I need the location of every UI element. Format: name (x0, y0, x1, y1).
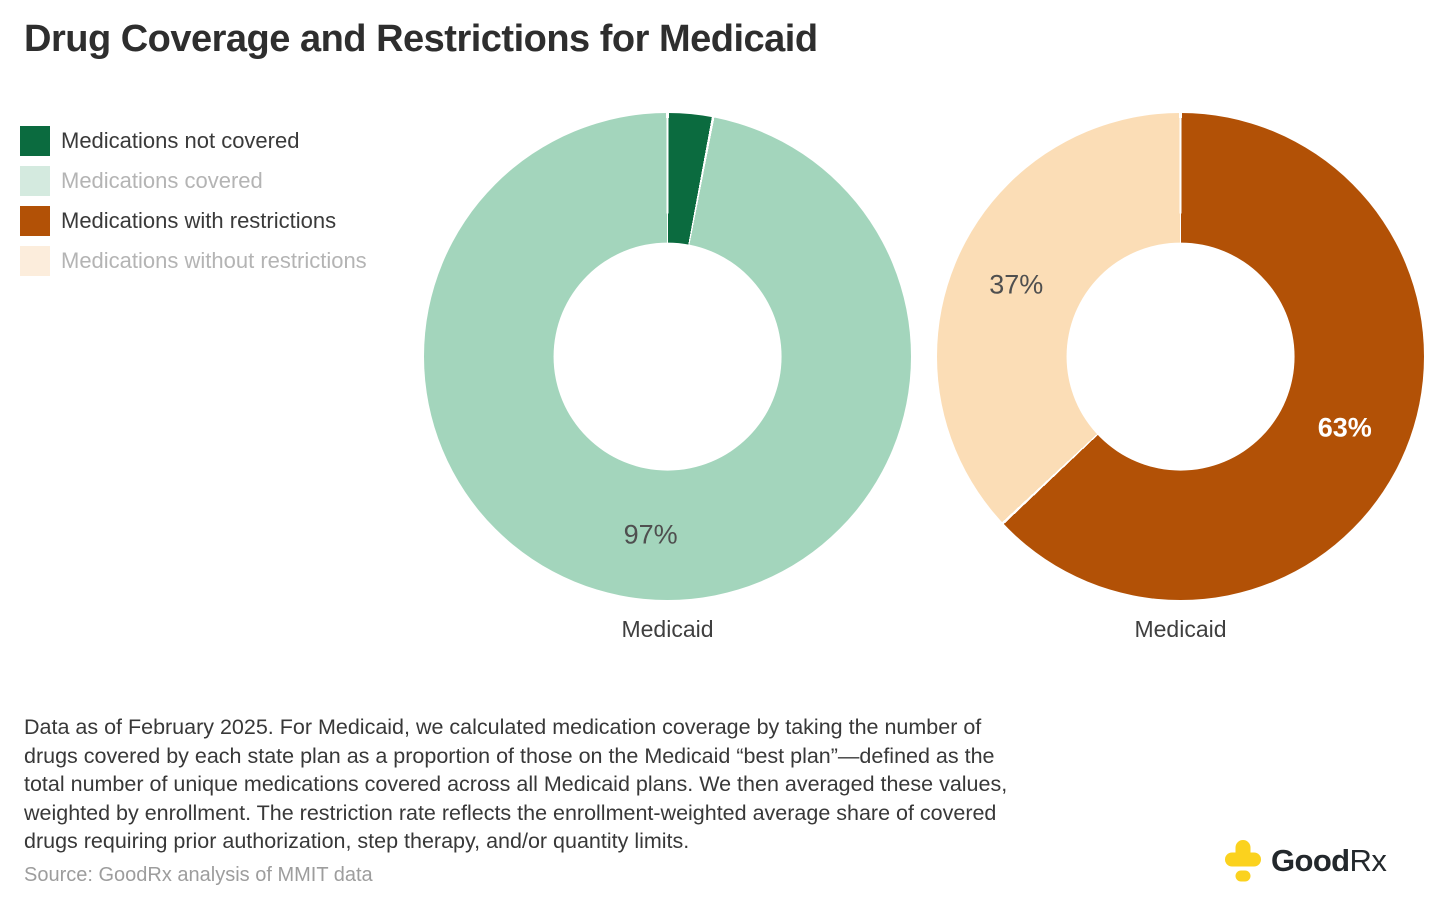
footnote-line: total number of unique medications cover… (24, 772, 1008, 796)
slice-percent-label: 97% (623, 519, 678, 550)
legend-item: Medications covered (20, 166, 367, 196)
goodrx-cross-icon (1225, 840, 1261, 882)
donut-chart-coverage: 97% (424, 113, 911, 600)
donut-hole (1066, 242, 1295, 471)
legend-swatch (20, 126, 50, 156)
chart-title: Drug Coverage and Restrictions for Medic… (24, 18, 818, 60)
legend-item: Medications not covered (20, 126, 367, 156)
legend-item: Medications without restrictions (20, 246, 367, 276)
footnote-line: weighted by enrollment. The restriction … (24, 800, 997, 825)
legend-label: Medications not covered (61, 128, 300, 153)
logo-text-rx: Rx (1349, 842, 1387, 878)
legend-label: Medications without restrictions (61, 248, 367, 273)
footnote-line: drugs covered by each state plan as a pr… (24, 743, 995, 768)
footnote-line: drugs requiring prior authorization, ste… (24, 829, 690, 853)
legend-label: Medications with restrictions (61, 208, 337, 233)
legend-label: Medications covered (61, 168, 263, 193)
goodrx-wordmark: GoodRx (1271, 842, 1387, 879)
slice-percent-label: 37% (989, 269, 1044, 300)
donut-category-label: Medicaid (621, 616, 714, 642)
legend-swatch (20, 166, 50, 196)
donut-chart-restrictions: 63% 37% (937, 113, 1424, 600)
legend: Medications not covered Medications cover… (20, 126, 367, 286)
legend-swatch (20, 206, 50, 236)
source-note: Source: GoodRx analysis of MMIT data (24, 864, 373, 886)
logo-text-good: Good (1271, 842, 1350, 878)
footnote: Data as of February 2025. For Medicaid, … (24, 713, 1204, 856)
goodrx-logo: GoodRx (1224, 839, 1387, 882)
legend-swatch (20, 246, 50, 276)
footnote-line: Data as of February 2025. For Medicaid, … (24, 715, 982, 739)
donut-category-label: Medicaid (1134, 616, 1227, 642)
donut-hole (553, 242, 782, 471)
legend-item: Medications with restrictions (20, 206, 367, 236)
slice-percent-label: 63% (1317, 412, 1372, 443)
